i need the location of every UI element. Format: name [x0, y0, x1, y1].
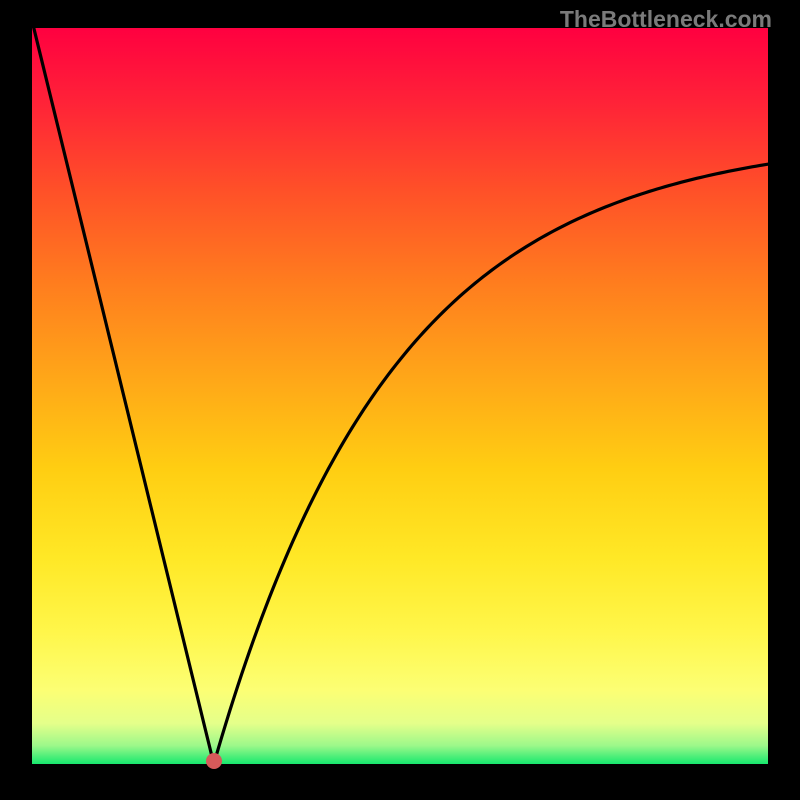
heatmap-gradient-background [32, 28, 768, 764]
attribution-label: TheBottleneck.com [560, 6, 772, 33]
plot-area [32, 28, 768, 764]
optimal-point-marker [206, 753, 222, 769]
chart-container: TheBottleneck.com [0, 0, 800, 800]
